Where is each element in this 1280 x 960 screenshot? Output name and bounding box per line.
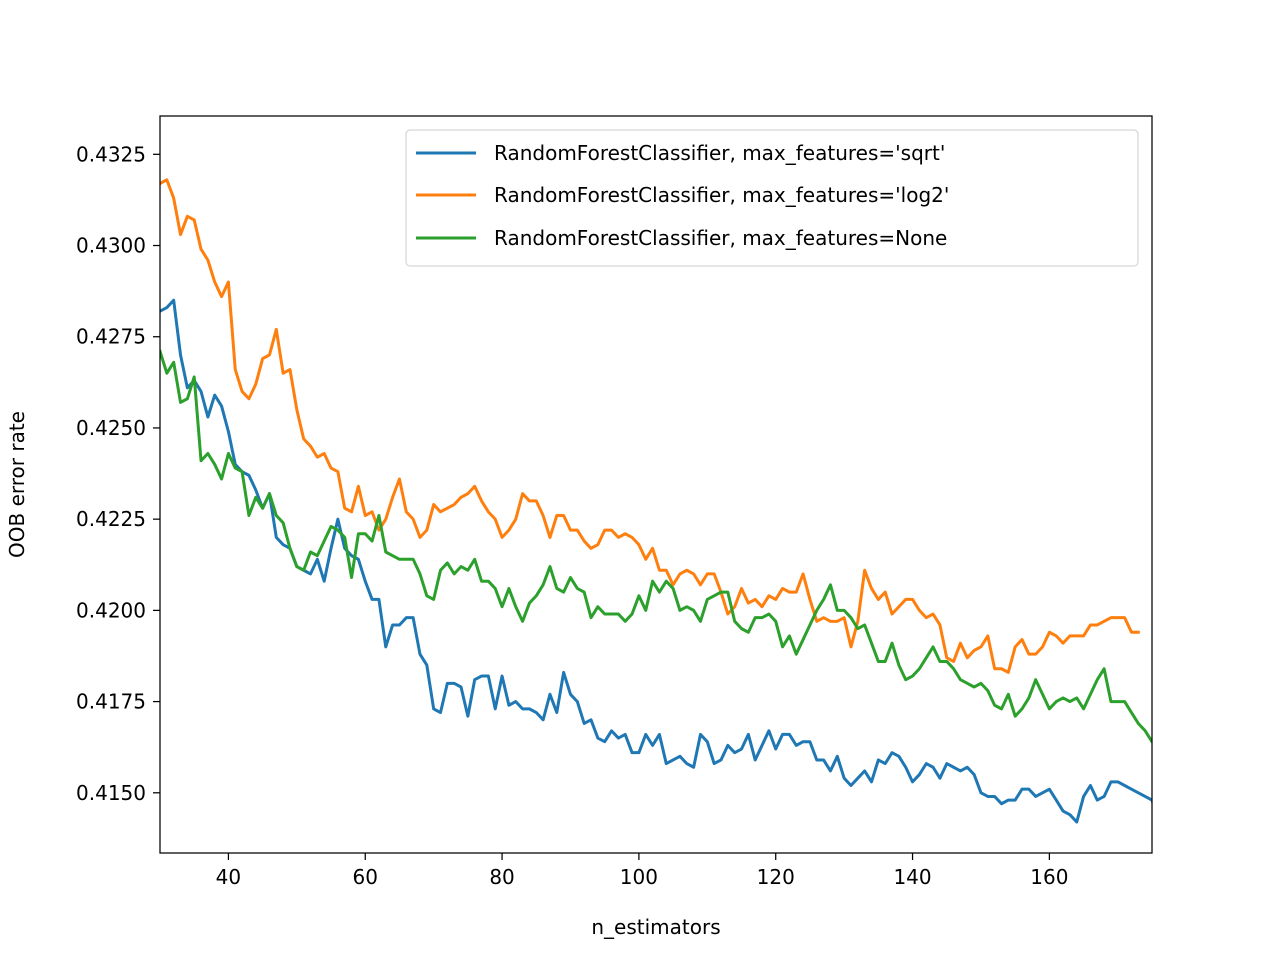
x-tick-label: 140 [893, 865, 931, 889]
y-tick-label: 0.4150 [76, 781, 146, 805]
x-axis: 40 60 80 100 120 140 160 [216, 853, 1068, 889]
y-tick-label: 0.4200 [76, 598, 146, 622]
legend-entry-log2: RandomForestClassifier, max_features='lo… [494, 183, 949, 207]
y-tick-label: 0.4275 [76, 325, 146, 349]
series-group [160, 178, 1152, 824]
x-axis-label: n_estimators [591, 915, 720, 939]
series-line-none [160, 349, 1152, 744]
legend-entry-sqrt: RandomForestClassifier, max_features='sq… [494, 141, 945, 165]
x-tick-label: 60 [353, 865, 378, 889]
x-tick-label: 80 [489, 865, 514, 889]
legend: RandomForestClassifier, max_features='sq… [405, 129, 1139, 267]
y-tick-label: 0.4300 [76, 234, 146, 258]
axes-frame [159, 115, 1153, 854]
x-tick-label: 40 [216, 865, 241, 889]
x-tick-label: 100 [620, 865, 658, 889]
y-tick-label: 0.4325 [76, 142, 146, 166]
series-line-log2 [160, 178, 1140, 674]
x-tick-label: 120 [757, 865, 795, 889]
y-tick-label: 0.4175 [76, 690, 146, 714]
y-axis: 0.4150 0.4175 0.4200 0.4225 0.4250 0.4275 0.43… [76, 142, 160, 805]
legend-entry-none: RandomForestClassifier, max_features=Non… [494, 226, 947, 250]
y-axis-label: OOB error rate [5, 411, 29, 558]
x-tick-label: 160 [1030, 865, 1068, 889]
y-tick-label: 0.4225 [76, 507, 146, 531]
series-line-sqrt [160, 298, 1152, 824]
legend-box [405, 129, 1139, 267]
y-tick-label: 0.4250 [76, 416, 146, 440]
